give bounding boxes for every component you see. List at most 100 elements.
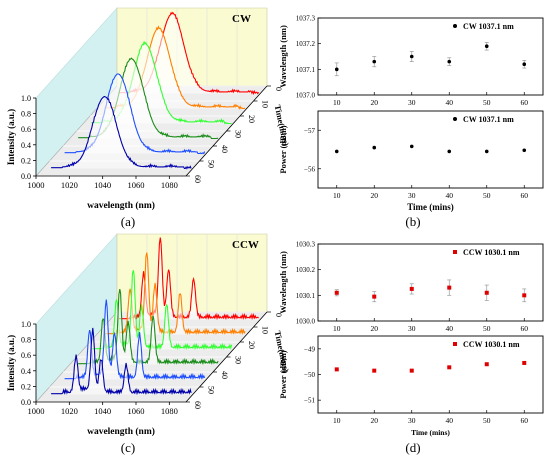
spectrum-line bbox=[78, 288, 219, 365]
y-axis-label: Intensity (a.u.) bbox=[6, 335, 16, 391]
x-tick-label: 1080 bbox=[161, 406, 178, 416]
data-point bbox=[334, 67, 339, 72]
x-tick-label: 60 bbox=[521, 98, 529, 107]
plot-frame bbox=[317, 243, 544, 322]
z-tick-label: 50 bbox=[207, 160, 216, 168]
legend-label: CCW 1030.1 nm bbox=[463, 248, 520, 257]
x-tick-label: 1000 bbox=[28, 406, 45, 416]
x-tick-label: 1060 bbox=[128, 406, 145, 416]
y-tick-label: −50 bbox=[304, 371, 315, 379]
legend-label: CW 1037.1 nm bbox=[463, 115, 514, 124]
x-axis-label: Time (mins) bbox=[411, 428, 450, 437]
data-point bbox=[409, 286, 414, 291]
x-tick-label: 1000 bbox=[28, 180, 45, 190]
y-tick-label: 0.8 bbox=[21, 336, 31, 345]
plot-frame bbox=[317, 335, 544, 414]
spectrum-line bbox=[64, 299, 206, 381]
x-tick-label: 50 bbox=[483, 98, 491, 107]
panel-d-label: (d) bbox=[405, 440, 420, 455]
data-point bbox=[334, 367, 339, 372]
y-tick-label: 1037.2 bbox=[296, 40, 316, 48]
spectrum-fill bbox=[51, 96, 192, 169]
spectrum-line bbox=[105, 252, 246, 336]
data-point bbox=[447, 365, 452, 370]
z-tick-label: 20 bbox=[247, 115, 256, 123]
y-tick-label: 0.2 bbox=[21, 156, 31, 165]
panel-b-label: (b) bbox=[405, 214, 420, 229]
legend-marker bbox=[453, 250, 457, 254]
y-tick-label: 1.0 bbox=[21, 94, 31, 103]
data-point bbox=[447, 285, 452, 290]
y-tick-label: 0.6 bbox=[21, 351, 31, 360]
data-point bbox=[484, 44, 489, 49]
x-tick-label: 60 bbox=[521, 324, 529, 333]
spectrum-line bbox=[91, 270, 233, 351]
x-tick-label: 1020 bbox=[61, 180, 78, 190]
y-tick-label: 1030.3 bbox=[296, 241, 316, 249]
y-tick-label: 0.0 bbox=[21, 398, 31, 407]
data-point bbox=[372, 368, 377, 373]
data-point bbox=[334, 149, 339, 154]
x-tick-label: 20 bbox=[371, 324, 379, 333]
x-tick-label: 50 bbox=[483, 416, 491, 425]
y-tick-label: 0.6 bbox=[21, 125, 31, 134]
data-point bbox=[484, 290, 489, 295]
x-tick-label: 40 bbox=[446, 191, 454, 200]
plot-frame bbox=[317, 110, 544, 189]
y-axis-label: Intensity (a.u.) bbox=[6, 109, 16, 165]
x-tick-label: 60 bbox=[521, 191, 529, 200]
plot-frame bbox=[317, 17, 544, 96]
y-tick-label: 1037.0 bbox=[296, 92, 316, 100]
x-tick-label: 30 bbox=[408, 98, 416, 107]
y-tick-label: 0.0 bbox=[21, 172, 31, 181]
z-tick-label: 60 bbox=[193, 175, 202, 183]
y-tick-label: 1030.2 bbox=[296, 266, 316, 274]
x-tick-label: 60 bbox=[521, 416, 529, 425]
panel-tag: CCW bbox=[232, 239, 259, 251]
legend-label: CW 1037.1 nm bbox=[463, 22, 514, 31]
panel-tag: CW bbox=[232, 13, 251, 25]
data-point bbox=[409, 144, 414, 149]
panel-c-label: (c) bbox=[121, 440, 135, 455]
spectrum-line bbox=[51, 327, 192, 395]
x-tick-label: 40 bbox=[446, 98, 454, 107]
panel-a-label: (a) bbox=[121, 214, 135, 229]
y-tick-label: 0.4 bbox=[21, 141, 31, 150]
data-point bbox=[447, 59, 452, 64]
x-axis-label: Time (mins) bbox=[407, 202, 454, 212]
z-tick-label: 40 bbox=[220, 145, 229, 153]
x-tick-label: 1040 bbox=[94, 406, 111, 416]
x-tick-label: 30 bbox=[408, 191, 416, 200]
panel-b-scatter: 10 20 30 40 50 60 1037.0 1037.1 1037.2 1037.3 CW 1… bbox=[278, 15, 544, 212]
x-tick-label: 20 bbox=[371, 416, 379, 425]
x-axis-label: wavelength (nm) bbox=[87, 426, 155, 437]
y-tick-label: −56 bbox=[304, 165, 315, 173]
y-tick-label: 1037.1 bbox=[296, 66, 316, 74]
y-tick-label: 0.8 bbox=[21, 110, 31, 119]
data-point bbox=[372, 145, 377, 150]
x-tick-label: 50 bbox=[483, 324, 491, 333]
data-point bbox=[372, 294, 377, 299]
x-tick-label: 20 bbox=[371, 191, 379, 200]
x-tick-label: 50 bbox=[483, 191, 491, 200]
y-tick-label: 1037.3 bbox=[296, 15, 316, 23]
x-tick-label: 40 bbox=[446, 416, 454, 425]
y-axis-label: Power (dBm) bbox=[278, 350, 288, 398]
x-tick-label: 10 bbox=[333, 416, 341, 425]
z-tick-label: 10 bbox=[261, 326, 270, 334]
x-tick-label: 30 bbox=[408, 324, 416, 333]
x-tick-label: 30 bbox=[408, 416, 416, 425]
y-tick-label: −57 bbox=[304, 127, 315, 135]
x-tick-label: 1060 bbox=[128, 180, 145, 190]
y-tick-label: 1.0 bbox=[21, 320, 31, 329]
y-tick-label: 1030.0 bbox=[296, 318, 316, 326]
y-tick-label: −51 bbox=[304, 397, 315, 405]
z-tick-label: 30 bbox=[234, 356, 243, 364]
y-tick-label: 0.2 bbox=[21, 382, 31, 391]
y-axis-label: Power (dBm) bbox=[278, 125, 288, 173]
z-tick-label: 10 bbox=[261, 100, 270, 108]
z-tick-label: 20 bbox=[247, 341, 256, 349]
z-tick-label: 50 bbox=[207, 386, 216, 394]
